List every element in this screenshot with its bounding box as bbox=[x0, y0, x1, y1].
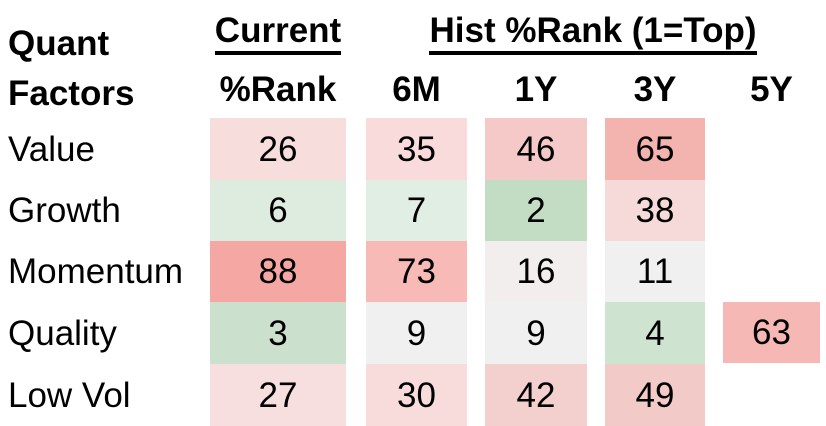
heatmap-cell: 3 bbox=[210, 302, 346, 364]
heatmap-cell: 88 bbox=[210, 241, 346, 302]
col-header-5y: 5Y bbox=[750, 69, 793, 109]
heatmap-cell-empty bbox=[723, 364, 820, 426]
row-label-value: Value bbox=[8, 129, 95, 169]
row-label-momentum: Momentum bbox=[8, 252, 184, 291]
heatmap-cell: 30 bbox=[366, 364, 467, 426]
heatmap-cell: 42 bbox=[485, 364, 587, 426]
heatmap-cell: 6 bbox=[210, 180, 346, 241]
group-header-current: Current bbox=[210, 13, 346, 55]
heatmap-cell: 2 bbox=[485, 180, 587, 241]
heatmap-cell-empty bbox=[723, 118, 820, 180]
heatmap-cell: 9 bbox=[366, 302, 467, 364]
heatmap-cell: 49 bbox=[605, 364, 705, 426]
heatmap-cell: 9 bbox=[485, 302, 587, 364]
group-header-hist: Hist %Rank (1=Top) bbox=[366, 13, 820, 55]
col-header-1y: 1Y bbox=[514, 69, 558, 109]
col-header-3y: 3Y bbox=[633, 69, 677, 109]
col-header-rank: %Rank bbox=[219, 69, 337, 109]
heatmap-cell: 4 bbox=[605, 302, 705, 364]
heatmap-cell: 26 bbox=[210, 118, 346, 180]
row-label-lowvol: Low Vol bbox=[8, 375, 131, 415]
heatmap-cell: 11 bbox=[605, 241, 705, 302]
heatmap-cell: 27 bbox=[210, 364, 346, 426]
heatmap-cell: 63 bbox=[723, 302, 820, 363]
col-header-6m: 6M bbox=[392, 69, 441, 109]
heatmap-cell: 65 bbox=[605, 118, 705, 180]
row-label-quality: Quality bbox=[8, 313, 117, 353]
heatmap-cell-empty bbox=[723, 241, 820, 302]
row-header-title-line2: Factors bbox=[8, 74, 135, 113]
row-label-growth: Growth bbox=[8, 191, 121, 230]
heatmap-cell: 73 bbox=[366, 241, 467, 302]
group-header-hist-label: Hist %Rank (1=Top) bbox=[429, 13, 757, 55]
heatmap-cell-empty bbox=[723, 180, 820, 241]
heatmap-cell: 16 bbox=[485, 241, 587, 302]
heatmap-cell: 46 bbox=[485, 118, 587, 180]
heatmap-cell: 38 bbox=[605, 180, 705, 241]
group-header-current-label: Current bbox=[214, 13, 342, 55]
heatmap-cell: 7 bbox=[366, 180, 467, 241]
heatmap-cell: 35 bbox=[366, 118, 467, 180]
row-header-title-line1: Quant bbox=[8, 24, 110, 63]
